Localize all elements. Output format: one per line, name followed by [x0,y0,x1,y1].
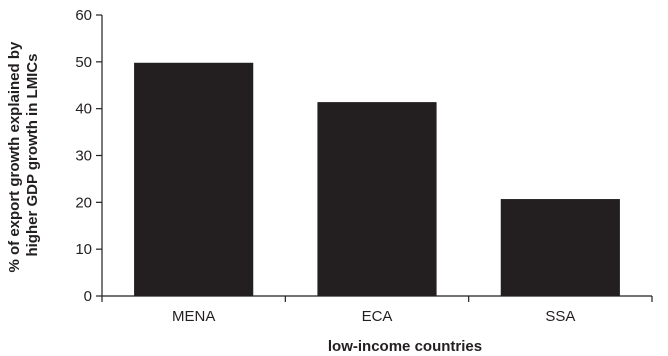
y-tick-label: 0 [84,288,92,305]
bar-mena [134,62,254,296]
y-tick-label: 50 [75,54,92,71]
x-axis-title: low-income countries [328,338,482,355]
y-axis-title-line-1: % of export growth explained by [6,41,23,273]
y-tick-label: 20 [75,194,92,211]
y-tick-label: 30 [75,148,92,165]
y-axis-title-line-2: higher GDP growth in LMICs [24,53,41,256]
y-tick-label: 10 [75,241,92,258]
x-tick-label-eca: ECA [362,308,393,325]
bar-ssa [500,199,620,296]
y-tick-label: 60 [75,7,92,24]
x-axis [101,295,653,302]
y-axis-title: % of export growth explained by higher G… [6,37,41,272]
bars [134,62,620,296]
y-tick-label: 40 [75,101,92,118]
x-tick-label-mena: MENA [172,308,215,325]
bar-eca [317,102,437,296]
y-axis: 0 10 20 30 40 50 60 [75,7,103,305]
x-tick-label-ssa: SSA [545,308,575,325]
x-tick-labels: MENA ECA SSA [172,308,575,325]
